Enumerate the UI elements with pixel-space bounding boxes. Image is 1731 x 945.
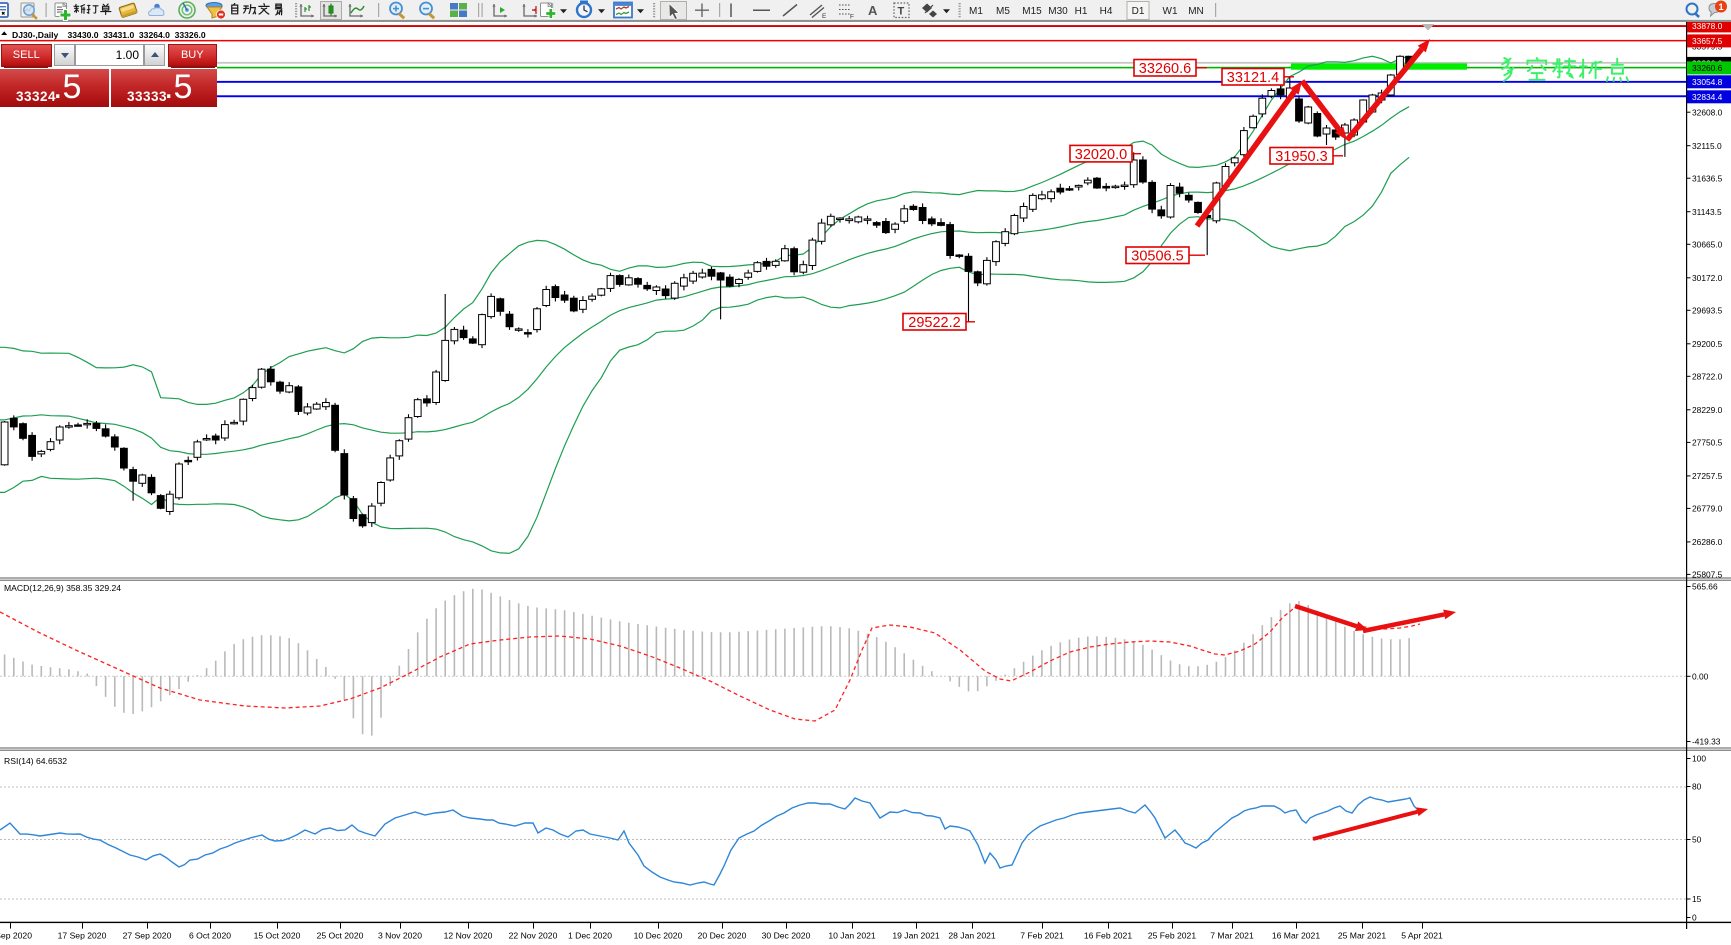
svg-text:-419.33: -419.33 [1692,737,1721,747]
svg-text:T: T [898,6,905,18]
svg-text:D1: D1 [1132,6,1145,17]
svg-text:6 Oct 2020: 6 Oct 2020 [189,931,231,941]
svg-text:80: 80 [1692,782,1702,792]
svg-text:F: F [850,14,854,21]
svg-text:M15: M15 [1022,6,1042,17]
svg-text:12 Nov 2020: 12 Nov 2020 [444,931,493,941]
svg-text:M5: M5 [996,6,1010,17]
svg-text:15 Oct 2020: 15 Oct 2020 [254,931,301,941]
svg-text:W1: W1 [1163,6,1178,17]
svg-text:7 Feb 2021: 7 Feb 2021 [1020,931,1064,941]
svg-text:32020.0: 32020.0 [1075,147,1127,163]
svg-text:565.66: 565.66 [1692,582,1718,592]
svg-text:100: 100 [1692,754,1706,764]
svg-text:29200.5: 29200.5 [1692,339,1723,349]
svg-text:25807.5: 25807.5 [1692,570,1723,580]
svg-text:10 Jan 2021: 10 Jan 2021 [828,931,876,941]
svg-text:27750.5: 27750.5 [1692,438,1723,448]
svg-text:10 Dec 2020: 10 Dec 2020 [634,931,683,941]
svg-text:1 Dec 2020: 1 Dec 2020 [568,931,612,941]
svg-text:32608.0: 32608.0 [1692,107,1723,117]
svg-text:31143.5: 31143.5 [1692,207,1722,217]
svg-text:A: A [868,3,878,18]
svg-text:31950.3: 31950.3 [1275,149,1327,165]
svg-text:27 Sep 2020: 27 Sep 2020 [123,931,172,941]
svg-text:DJ30-,Daily: DJ30-,Daily [12,30,59,40]
svg-text:33054.8: 33054.8 [1692,77,1723,87]
svg-text:7 Mar 2021: 7 Mar 2021 [1210,931,1254,941]
svg-text:30 Dec 2020: 30 Dec 2020 [762,931,811,941]
svg-text:3 Nov 2020: 3 Nov 2020 [378,931,422,941]
svg-text:33657.5: 33657.5 [1692,36,1723,46]
svg-text:MACD(12,26,9) 358.35 329.24: MACD(12,26,9) 358.35 329.24 [4,583,121,593]
svg-text:28229.0: 28229.0 [1692,405,1723,415]
svg-text:30172.0: 30172.0 [1692,273,1723,283]
svg-text:19 Jan 2021: 19 Jan 2021 [892,931,940,941]
svg-text:25 Mar 2021: 25 Mar 2021 [1338,931,1386,941]
svg-text:50: 50 [1692,835,1702,845]
svg-text:5 Apr 2021: 5 Apr 2021 [1401,931,1443,941]
svg-text:28 Jan 2021: 28 Jan 2021 [948,931,996,941]
svg-text:H1: H1 [1075,6,1088,17]
svg-text:1: 1 [1718,2,1724,13]
svg-text:30506.5: 30506.5 [1131,248,1183,264]
svg-text:20 Dec 2020: 20 Dec 2020 [698,931,747,941]
svg-text:8 Sep 2020: 8 Sep 2020 [0,931,32,941]
svg-text:33326.0: 33326.0 [175,30,206,40]
svg-text:33121.4: 33121.4 [1227,70,1279,86]
svg-text:33431.0: 33431.0 [103,30,134,40]
svg-text:27257.5: 27257.5 [1692,471,1723,481]
svg-text:17 Sep 2020: 17 Sep 2020 [58,931,107,941]
svg-text:33878.0: 33878.0 [1692,21,1723,31]
svg-text:16 Feb 2021: 16 Feb 2021 [1084,931,1132,941]
svg-text:32115.0: 32115.0 [1692,141,1722,151]
svg-text:33264.0: 33264.0 [139,30,170,40]
svg-text:28722.0: 28722.0 [1692,372,1723,382]
svg-text:33430.0: 33430.0 [68,30,99,40]
svg-text:16 Mar 2021: 16 Mar 2021 [1272,931,1320,941]
svg-text:15: 15 [1692,894,1702,904]
svg-text:29693.5: 29693.5 [1692,306,1723,316]
svg-text:25 Feb 2021: 25 Feb 2021 [1148,931,1196,941]
svg-text:33260.6: 33260.6 [1139,61,1191,77]
svg-text:RSI(14) 64.6532: RSI(14) 64.6532 [4,756,67,766]
svg-text:30665.0: 30665.0 [1692,240,1723,250]
svg-text:32834.4: 32834.4 [1692,92,1723,102]
svg-text:H4: H4 [1100,6,1113,17]
svg-text:26779.0: 26779.0 [1692,504,1723,514]
svg-text:E: E [822,13,827,20]
svg-text:M30: M30 [1048,6,1068,17]
svg-text:31636.5: 31636.5 [1692,173,1723,183]
svg-text:33260.6: 33260.6 [1692,63,1723,73]
svg-text:M1: M1 [969,6,983,17]
svg-text:22 Nov 2020: 22 Nov 2020 [509,931,558,941]
svg-text:0.00: 0.00 [1692,672,1709,682]
svg-text:26286.0: 26286.0 [1692,537,1723,547]
svg-text:25 Oct 2020: 25 Oct 2020 [317,931,364,941]
svg-text:29522.2: 29522.2 [908,315,960,331]
svg-text:MN: MN [1188,6,1204,17]
svg-text:0: 0 [1692,913,1697,923]
